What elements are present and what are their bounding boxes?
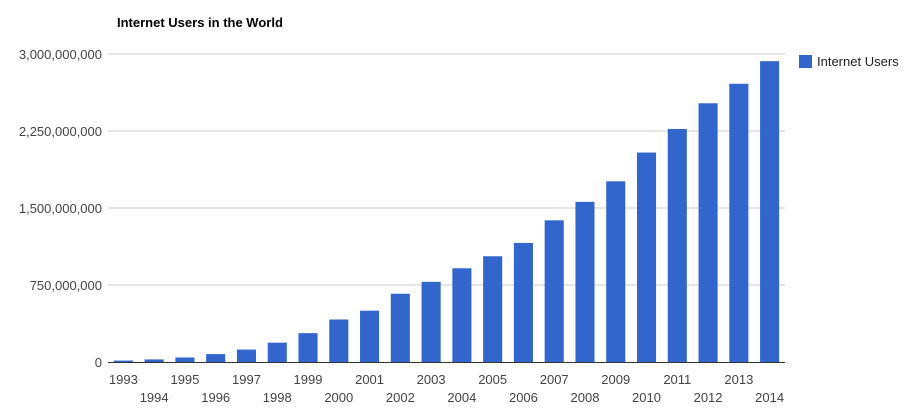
bar-2009[interactable] xyxy=(606,181,626,362)
bar-1996[interactable] xyxy=(206,354,226,362)
chart-title: Internet Users in the World xyxy=(117,15,283,30)
x-tick-label: 1998 xyxy=(263,390,292,405)
y-tick-label: 3,000,000,000 xyxy=(19,47,102,62)
bar-1994[interactable] xyxy=(144,359,164,362)
y-axis-ticks: 0 750,000,000 1,500,000,000 2,250,000,000 3,… xyxy=(19,47,102,370)
bar-2000[interactable] xyxy=(329,319,349,363)
bar-2006[interactable] xyxy=(513,242,533,362)
bar-2012[interactable] xyxy=(698,103,718,362)
x-tick-label: 2009 xyxy=(601,372,630,387)
x-tick-label: 2012 xyxy=(694,390,723,405)
x-tick-label: 1996 xyxy=(201,390,230,405)
bar-2005[interactable] xyxy=(483,256,503,362)
x-tick-label: 2005 xyxy=(478,372,507,387)
y-tick-label: 1,500,000,000 xyxy=(19,201,102,216)
x-tick-label: 2008 xyxy=(571,390,600,405)
bar-2008[interactable] xyxy=(575,201,595,362)
y-tick-label: 750,000,000 xyxy=(30,278,102,293)
y-tick-label: 0 xyxy=(95,355,102,370)
bar-1997[interactable] xyxy=(236,349,257,362)
bar-1993[interactable] xyxy=(113,360,133,362)
bar-2004[interactable] xyxy=(452,268,472,362)
legend-label: Internet Users xyxy=(817,54,899,69)
bar-2002[interactable] xyxy=(390,293,410,362)
bar-1995[interactable] xyxy=(175,357,195,362)
x-tick-label: 2010 xyxy=(632,390,661,405)
x-tick-label: 2000 xyxy=(324,390,353,405)
bar-1999[interactable] xyxy=(298,333,318,362)
bar-2011[interactable] xyxy=(667,128,687,362)
x-tick-label: 1997 xyxy=(232,372,261,387)
x-tick-label: 2002 xyxy=(386,390,415,405)
x-tick-label: 1994 xyxy=(140,390,169,405)
x-tick-label: 1995 xyxy=(170,372,199,387)
bar-2007[interactable] xyxy=(544,220,564,362)
bars xyxy=(113,61,780,363)
bar-1998[interactable] xyxy=(267,342,287,362)
bar-2001[interactable] xyxy=(360,310,380,362)
x-tick-label: 2007 xyxy=(540,372,569,387)
x-tick-label: 2011 xyxy=(663,372,691,387)
bar-2013[interactable] xyxy=(729,83,749,363)
bar-2003[interactable] xyxy=(421,281,441,362)
x-tick-label: 2003 xyxy=(417,372,446,387)
x-tick-label: 2001 xyxy=(355,372,384,387)
x-tick-label: 2013 xyxy=(724,372,753,387)
x-tick-label: 2014 xyxy=(755,390,784,405)
x-axis-ticks: 1993199419951996199719981999200020012002… xyxy=(109,372,784,405)
y-tick-label: 2,250,000,000 xyxy=(19,124,102,139)
legend-swatch xyxy=(799,55,812,68)
x-tick-label: 2004 xyxy=(447,390,476,405)
bar-2014[interactable] xyxy=(760,61,780,362)
bar-2010[interactable] xyxy=(636,152,657,362)
x-tick-label: 1999 xyxy=(294,372,323,387)
x-tick-label: 1993 xyxy=(109,372,138,387)
x-tick-label: 2006 xyxy=(509,390,538,405)
legend[interactable]: Internet Users xyxy=(799,54,899,69)
